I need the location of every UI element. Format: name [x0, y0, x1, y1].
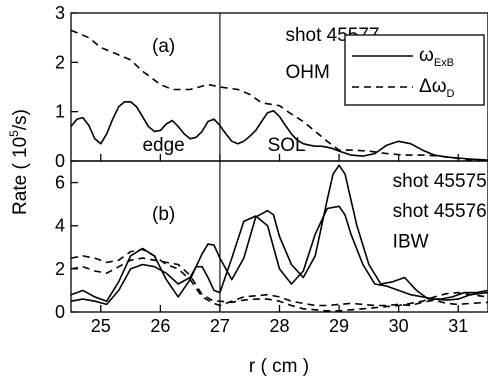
x-tick-label-4: 29 [329, 316, 349, 336]
y-axis-label-text: Rate ( 10 [10, 137, 31, 215]
legend-symbol-solid: ω [419, 45, 434, 66]
panel-b-series-1-solid-line [70, 205, 488, 306]
panel-b-ytick-label-1: 2 [55, 259, 65, 279]
panel-b-annotation-1: shot 45576 [393, 201, 487, 222]
legend-label-solid: ωExB [419, 45, 454, 69]
panel-b-series-3-dashed-line [70, 257, 488, 312]
panel-b-series-2-dashed-line [70, 248, 488, 307]
panel-b-annotation-2: IBW [393, 231, 429, 252]
panel-a-ytick-label-1: 1 [55, 102, 65, 122]
legend-symbol-dashed: Δω [419, 76, 447, 97]
panel-b-ytick-label-0: 0 [55, 302, 65, 322]
x-tick-label-0: 25 [91, 316, 111, 336]
panel-b-annotation-0: shot 45575 [393, 171, 487, 192]
x-tick-label-1: 26 [150, 316, 170, 336]
x-tick-label-6: 31 [448, 316, 468, 336]
panel-a-annotation-3: SOL [268, 135, 306, 156]
legend-label-dashed: ΔωD [419, 76, 455, 100]
y-axis-label: Rate ( 105/s) [7, 109, 31, 215]
x-tick-label-2: 27 [210, 316, 230, 336]
x-tick-label-3: 28 [269, 316, 289, 336]
y-axis-label-exponent: 5 [7, 130, 21, 137]
panel-a-ytick-label-2: 2 [55, 52, 65, 72]
y-axis-label-unit: /s) [10, 109, 31, 130]
panel-a-label: (a) [152, 36, 175, 57]
x-axis: 25 26 27 28 29 30 31 [91, 316, 468, 336]
legend-box [344, 34, 485, 106]
panel-b-series-0-solid-line [70, 164, 488, 302]
panel-a-ytick-label-0: 0 [55, 151, 65, 171]
panel-b-ytick-label-2: 4 [55, 216, 65, 236]
panel-a-annotation-2: edge [142, 135, 184, 156]
panel-b-label: (b) [152, 204, 175, 225]
panel-a-series-1-dashed-line [70, 29, 488, 161]
panel-a-ytick-label-3: 3 [55, 3, 65, 23]
x-axis-label: r ( cm ) [249, 356, 309, 377]
panel-a-series-0-solid-line [70, 101, 488, 161]
panel-a-annotation-1: OHM [285, 62, 329, 83]
x-tick-label-5: 30 [389, 316, 409, 336]
legend-sub-solid: ExB [434, 57, 454, 69]
panel-b: (b) 0 2 4 6 shot 45575 shot 45576 IBW [55, 160, 488, 322]
legend-sub-dashed: D [447, 88, 455, 100]
panel-b-ytick-label-3: 6 [55, 173, 65, 193]
legend: ωExB ΔωD [344, 34, 485, 106]
panel-b-marks: 0 2 4 6 shot 45575 shot 45576 IBW [55, 164, 488, 322]
